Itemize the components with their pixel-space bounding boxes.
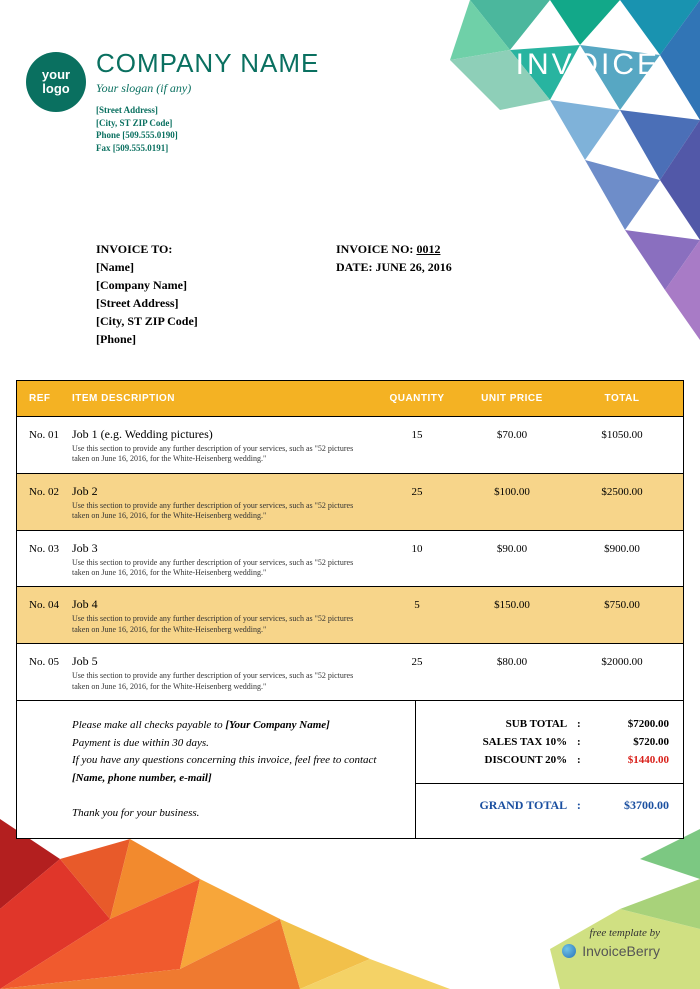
- logo-placeholder: your logo: [26, 52, 86, 112]
- col-qty: QUANTITY: [377, 393, 457, 404]
- logo-text-2: logo: [42, 82, 69, 96]
- bill-to-company: [Company Name]: [96, 276, 336, 294]
- invoice-number: INVOICE NO: 0012: [336, 240, 452, 258]
- row-desc: Job 2Use this section to provide any fur…: [72, 484, 377, 522]
- company-name: COMPANY NAME: [96, 48, 319, 79]
- company-street: [Street Address]: [96, 104, 319, 117]
- table-header: REF ITEM DESCRIPTION QUANTITY UNIT PRICE…: [17, 381, 683, 416]
- row-desc: Job 3Use this section to provide any fur…: [72, 541, 377, 579]
- row-qty: 25: [377, 484, 457, 522]
- row-desc: Job 5Use this section to provide any fur…: [72, 654, 377, 692]
- col-desc: ITEM DESCRIPTION: [72, 393, 377, 404]
- credit-tagline: free template by: [562, 927, 660, 939]
- bill-to-heading: INVOICE TO:: [96, 240, 336, 258]
- row-price: $70.00: [457, 427, 567, 465]
- row-desc: Job 4Use this section to provide any fur…: [72, 597, 377, 635]
- row-desc: Job 1 (e.g. Wedding pictures)Use this se…: [72, 427, 377, 465]
- line-items-table: REF ITEM DESCRIPTION QUANTITY UNIT PRICE…: [16, 380, 684, 839]
- company-header: COMPANY NAME Your slogan (if any) [Stree…: [96, 48, 319, 154]
- row-qty: 25: [377, 654, 457, 692]
- row-ref: No. 04: [17, 597, 72, 635]
- row-qty: 5: [377, 597, 457, 635]
- table-row: No. 05Job 5Use this section to provide a…: [17, 643, 683, 700]
- company-phone: Phone [509.555.0190]: [96, 129, 319, 142]
- row-total: $2500.00: [567, 484, 677, 522]
- company-city: [City, ST ZIP Code]: [96, 117, 319, 130]
- bill-to-city: [City, ST ZIP Code]: [96, 312, 336, 330]
- row-price: $90.00: [457, 541, 567, 579]
- tax-line: SALES TAX 10%:$720.00: [416, 733, 683, 751]
- row-ref: No. 01: [17, 427, 72, 465]
- row-price: $150.00: [457, 597, 567, 635]
- table-footer: Please make all checks payable to [Your …: [17, 700, 683, 839]
- logo-text-1: your: [42, 68, 70, 82]
- credit-brand: InvoiceBerry: [582, 943, 660, 959]
- invoice-title: INVOICE: [516, 48, 660, 82]
- row-ref: No. 05: [17, 654, 72, 692]
- company-slogan: Your slogan (if any): [96, 81, 319, 96]
- row-qty: 10: [377, 541, 457, 579]
- table-row: No. 02Job 2Use this section to provide a…: [17, 473, 683, 530]
- subtotal-line: SUB TOTAL:$7200.00: [416, 715, 683, 733]
- table-row: No. 03Job 3Use this section to provide a…: [17, 530, 683, 587]
- table-row: No. 01Job 1 (e.g. Wedding pictures)Use t…: [17, 416, 683, 473]
- row-price: $100.00: [457, 484, 567, 522]
- row-price: $80.00: [457, 654, 567, 692]
- bill-to-name: [Name]: [96, 258, 336, 276]
- totals-section: SUB TOTAL:$7200.00 SALES TAX 10%:$720.00…: [415, 701, 683, 839]
- invoice-meta: INVOICE TO: [Name] [Company Name] [Stree…: [96, 240, 636, 348]
- berry-icon: [562, 944, 576, 958]
- row-ref: No. 03: [17, 541, 72, 579]
- discount-line: DISCOUNT 20%:$1440.00: [416, 751, 683, 769]
- col-price: UNIT PRICE: [457, 393, 567, 404]
- invoice-date: DATE: JUNE 26, 2016: [336, 258, 452, 276]
- row-total: $750.00: [567, 597, 677, 635]
- row-total: $2000.00: [567, 654, 677, 692]
- row-qty: 15: [377, 427, 457, 465]
- company-fax: Fax [509.555.0191]: [96, 142, 319, 155]
- bill-to-phone: [Phone]: [96, 330, 336, 348]
- template-credit: free template by InvoiceBerry: [562, 927, 660, 959]
- bill-to-street: [Street Address]: [96, 294, 336, 312]
- payment-notes: Please make all checks payable to [Your …: [17, 701, 415, 839]
- table-row: No. 04Job 4Use this section to provide a…: [17, 586, 683, 643]
- col-ref: REF: [17, 393, 72, 404]
- col-total: TOTAL: [567, 393, 677, 404]
- row-total: $900.00: [567, 541, 677, 579]
- grand-total-line: GRAND TOTAL:$3700.00: [416, 798, 683, 813]
- row-ref: No. 02: [17, 484, 72, 522]
- row-total: $1050.00: [567, 427, 677, 465]
